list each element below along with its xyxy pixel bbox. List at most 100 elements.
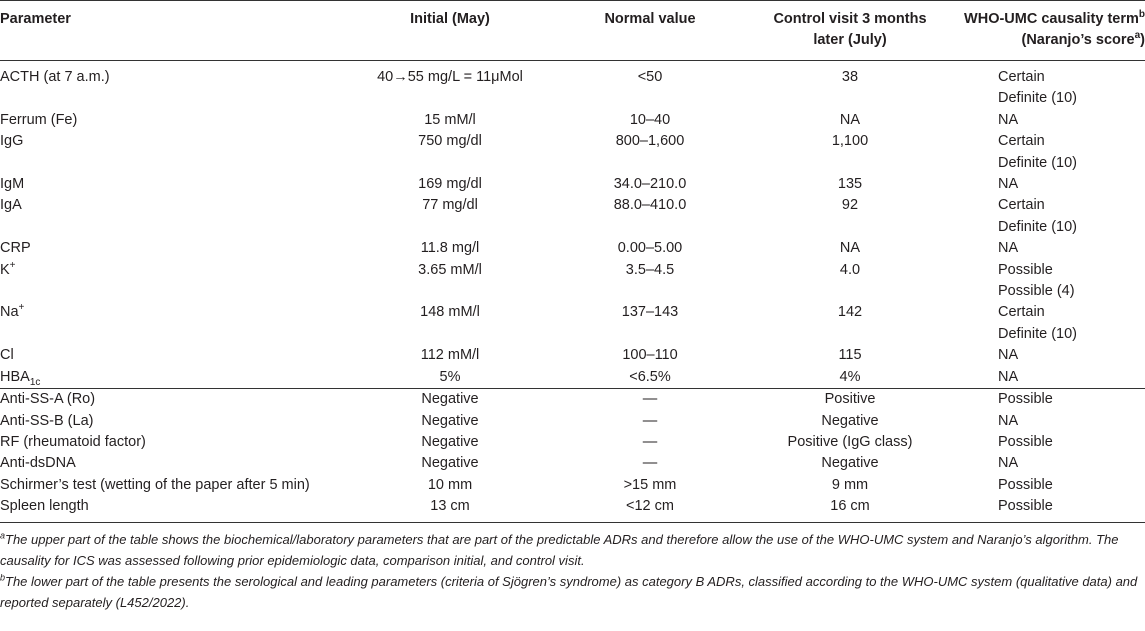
cell-parameter: Schirmer’s test (wetting of the paper af… [0, 476, 310, 493]
cell-causality: Certain Definite (10) [960, 302, 1145, 345]
parameter-label: IgA [0, 197, 22, 214]
footnote-a-marker: a [0, 530, 6, 541]
cell-normal: 34.0–210.0 [613, 176, 687, 193]
parameter-label: Na [0, 304, 19, 321]
table-row: IgA 77 mg/dl 88.0–410.0 92 Certain Definite (… [0, 195, 1145, 238]
cell-initial: 750 mg/dl [418, 133, 482, 150]
cell-causality: NA [998, 412, 1019, 429]
cell-normal: 800–1,600 [615, 133, 685, 150]
cell-initial: 10 mm [427, 476, 473, 493]
causality-term: Certain [998, 69, 1045, 85]
cell-causality: NA [960, 174, 1145, 195]
footnote-a: aThe upper part of the table shows the b… [0, 529, 1145, 571]
causality-term: NA [998, 347, 1019, 364]
cell-parameter: Anti-dsDNA [0, 455, 76, 472]
parameter-label: HBA [0, 368, 30, 385]
causality-term: NA [998, 176, 1019, 193]
cell-normal: — [642, 433, 658, 450]
cell-parameter: HBA1c [0, 367, 340, 389]
parameter-label: CRP [0, 240, 31, 257]
causality-term: NA [998, 111, 1019, 128]
cell-causality: NA [960, 345, 1145, 366]
header-control: Control visit 3 months later (July) [740, 1, 960, 61]
cell-control: Positive [740, 388, 960, 411]
cell-normal: 3.5–4.5 [625, 261, 675, 278]
parameter-label: Cl [0, 347, 14, 364]
cell-control: Negative [821, 412, 879, 429]
cell-causality: Possible [998, 476, 1053, 493]
parameter-superscript: + [18, 302, 25, 314]
cell-parameter: Na+ [0, 302, 340, 345]
cell-normal: <50 [637, 69, 663, 85]
table-row: RF (rheumatoid factor) Negative — Positive … [0, 432, 1145, 453]
causality-term: Certain [998, 133, 1045, 150]
cell-initial: Negative [421, 433, 479, 450]
cell-parameter: K+ [0, 260, 340, 303]
cell-causality: NA [960, 110, 1145, 131]
table-row: Spleen length 13 cm <12 cm 16 cm Possible [0, 496, 1145, 523]
table-row: Anti-dsDNA Negative — Negative NA [0, 453, 1145, 474]
cell-causality: Certain Definite (10) [960, 195, 1145, 238]
cell-causality: NA [960, 238, 1145, 259]
header-row: Parameter Initial (May) Normal value Con… [0, 0, 1145, 61]
causality-term: Certain [998, 304, 1045, 321]
header-causality-close: ) [1140, 32, 1145, 48]
cell-normal: <12 cm [626, 498, 674, 515]
table-body: ACTH (at 7 a.m.) 40→55 mg/L = 11μMol <50 38… [0, 61, 1145, 523]
naranjo-score: Definite (10) [998, 325, 1077, 342]
cell-parameter: IgA [0, 195, 340, 238]
cell-causality: Possible [960, 388, 1145, 411]
cell-initial: 169 mg/dl [418, 176, 482, 193]
footnote-a-ref: a [1134, 30, 1141, 42]
header-control-line2: later (July) [813, 32, 887, 48]
lab-parameters-table: Parameter Initial (May) Normal value Con… [0, 0, 1145, 523]
cell-normal: <6.5% [629, 368, 671, 385]
causality-term: Possible [998, 261, 1053, 278]
cell-control: Negative [821, 455, 879, 472]
parameter-label: K [0, 261, 10, 278]
cell-initial: 11.8 mg/l [420, 240, 480, 257]
header-initial: Initial (May) [410, 11, 490, 27]
cell-control: 4% [839, 368, 861, 385]
header-causality-line1: WHO-UMC causality term [964, 11, 1139, 27]
cell-causality: Possible [998, 498, 1053, 515]
cell-initial: 13 cm [430, 498, 470, 515]
cell-parameter: Spleen length [0, 498, 89, 515]
cell-initial: 40→55 mg/L = 11μMol [377, 69, 523, 85]
causality-term: NA [998, 240, 1019, 257]
cell-normal: 100–110 [622, 347, 678, 364]
cell-initial: 3.65 mM/l [418, 261, 482, 278]
cell-control: 1,100 [831, 133, 869, 150]
footnote-a-text: The upper part of the table shows the bi… [0, 531, 1119, 568]
cell-normal: 0.00–5.00 [617, 240, 683, 257]
cell-initial: 148 mM/l [420, 304, 480, 321]
cell-normal: — [642, 455, 658, 472]
naranjo-score: Definite (10) [998, 90, 1077, 107]
table-row: ACTH (at 7 a.m.) 40→55 mg/L = 11μMol <50 38… [0, 61, 1145, 110]
cell-parameter: IgG [0, 131, 340, 174]
footnote-b: bThe lower part of the table presents th… [0, 571, 1145, 613]
cell-causality: NA [960, 367, 1145, 389]
parameter-label: Ferrum (Fe) [0, 111, 78, 128]
table-row: IgM 169 mg/dl 34.0–210.0 135 NA [0, 174, 1145, 195]
cell-control: 38 [841, 69, 859, 85]
cell-initial: 112 mM/l [420, 347, 480, 364]
cell-normal: — [560, 388, 740, 411]
cell-normal: — [642, 412, 658, 429]
table-row: Cl 112 mM/l 100–110 115 NA [0, 345, 1145, 366]
footnote-b-text: The lower part of the table presents the… [0, 573, 1138, 610]
naranjo-score: Possible (4) [998, 283, 1075, 300]
causality-term: Certain [998, 197, 1045, 214]
header-causality-line2: (Naranjo’s score [1021, 32, 1135, 48]
table-row: Na+ 148 mM/l 137–143 142 Certain Definite (10… [0, 302, 1145, 345]
cell-parameter: Anti-SS-A (Ro) [0, 388, 340, 411]
footnotes: aThe upper part of the table shows the b… [0, 529, 1145, 613]
table-row: IgG 750 mg/dl 800–1,600 1,100 Certain Definit… [0, 131, 1145, 174]
cell-control: 142 [837, 304, 863, 321]
table-row: HBA1c 5% <6.5% 4% NA [0, 367, 1145, 389]
cell-parameter: Ferrum (Fe) [0, 110, 340, 131]
header-control-line1: Control visit 3 months [773, 11, 927, 27]
naranjo-score: Definite (10) [998, 218, 1077, 235]
cell-initial: Negative [340, 388, 560, 411]
cell-causality: Certain Definite (10) [960, 131, 1145, 174]
